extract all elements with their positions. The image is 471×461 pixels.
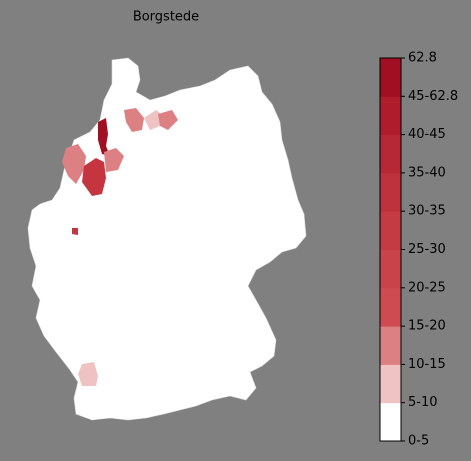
colorbar-label: 20-25 [408, 280, 446, 295]
region [82, 158, 106, 196]
region [158, 110, 178, 130]
colorbar-segment [380, 287, 401, 327]
colorbar-label: 25-30 [408, 242, 446, 257]
colorbar-segment [380, 402, 401, 442]
colorbar-segment [380, 96, 401, 136]
germany-map [27, 57, 307, 421]
country-outline [27, 57, 307, 421]
region [72, 228, 78, 235]
colorbar-label: 30-35 [408, 204, 446, 219]
colorbar-label: 62.8 [408, 51, 437, 66]
colorbar-segment [380, 134, 401, 174]
colorbar-segment [380, 326, 401, 365]
colorbar-segment [380, 364, 401, 404]
colorbar-label: 10-15 [408, 357, 446, 372]
colorbar-label: 0-5 [408, 434, 429, 449]
region [62, 144, 86, 184]
colorbar-segment [380, 211, 401, 250]
map-title: Borgstede [133, 10, 199, 25]
colorbar-segment [380, 249, 401, 289]
colorbar-label: 35-40 [408, 165, 446, 180]
colorbar-label: 15-20 [408, 319, 446, 334]
colorbar-label: 45-62.8 [408, 89, 458, 104]
region [124, 108, 144, 132]
colorbar-segment [380, 172, 401, 212]
colorbar-label: 5-10 [408, 395, 438, 410]
region [98, 118, 110, 156]
colorbar-label: 40-45 [408, 127, 446, 142]
colorbar-segment [380, 58, 401, 97]
colorbar: 0-5 5-10 10-15 15-20 20-25 25-30 30-35 35-40 40-… [379, 51, 458, 449]
region [78, 362, 98, 386]
region [104, 148, 124, 172]
